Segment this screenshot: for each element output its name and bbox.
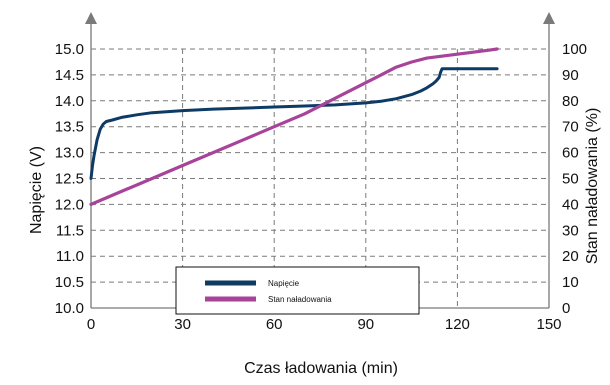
y-right-tick-label: 80 xyxy=(562,93,579,110)
y-left-tick-label: 14.5 xyxy=(55,67,84,84)
y-right-tick-label: 40 xyxy=(562,196,579,213)
legend-label-stan-naladowania: Stan naładowania xyxy=(268,295,332,304)
y-left-tick-label: 10.5 xyxy=(55,274,84,291)
x-tick-label: 60 xyxy=(266,316,283,333)
y-left-tick-label: 12.0 xyxy=(55,196,84,213)
legend-box xyxy=(175,266,420,315)
y-axis-left-arrow-icon xyxy=(85,12,97,24)
x-tick-label: 90 xyxy=(357,316,374,333)
y-right-tick-label: 0 xyxy=(562,300,570,317)
y-left-tick-label: 12.5 xyxy=(55,171,84,188)
series xyxy=(89,47,499,206)
x-axis-title: Czas ładowania (min) xyxy=(244,360,398,377)
y-left-tick-label: 14.0 xyxy=(55,93,84,110)
y-right-tick-label: 90 xyxy=(562,67,579,84)
x-tick-label: 120 xyxy=(445,316,470,333)
tick-labels: 10.0 10.5 11.0 11.5 12.0 12.5 13.0 13.5 14.0 14.5… xyxy=(55,41,587,333)
y-right-tick-label: 70 xyxy=(562,119,579,136)
legend: Napięcie Stan naładowania xyxy=(175,266,420,315)
y-left-tick-label: 11.0 xyxy=(56,248,84,265)
y-axis-right-title: Stan naładowania (%) xyxy=(584,108,601,265)
x-tick-label: 30 xyxy=(174,316,191,333)
y-right-tick-label: 30 xyxy=(562,222,579,239)
x-tick-label: 0 xyxy=(87,316,95,333)
grid xyxy=(91,48,549,308)
y-axis-right-arrow-icon xyxy=(543,12,555,24)
y-right-tick-label: 50 xyxy=(562,171,579,188)
y-left-tick-label: 13.5 xyxy=(55,119,84,136)
y-right-tick-label: 20 xyxy=(562,248,579,265)
series-line-napiecie xyxy=(89,67,499,180)
y-axis-left-title: Napięcie (V) xyxy=(28,146,45,234)
y-left-tick-label: 13.0 xyxy=(55,145,84,162)
axes xyxy=(85,12,555,309)
y-right-tick-label: 10 xyxy=(562,274,579,291)
legend-label-napiecie: Napięcie xyxy=(268,279,300,288)
x-tick-label: 150 xyxy=(536,316,561,333)
y-left-tick-label: 10.0 xyxy=(55,300,84,317)
series-line-stan-naladowania xyxy=(89,47,499,206)
y-left-tick-label: 15.0 xyxy=(55,41,84,58)
y-left-tick-label: 11.5 xyxy=(56,222,84,239)
y-right-tick-label: 60 xyxy=(562,145,579,162)
y-right-tick-label: 100 xyxy=(562,41,587,58)
